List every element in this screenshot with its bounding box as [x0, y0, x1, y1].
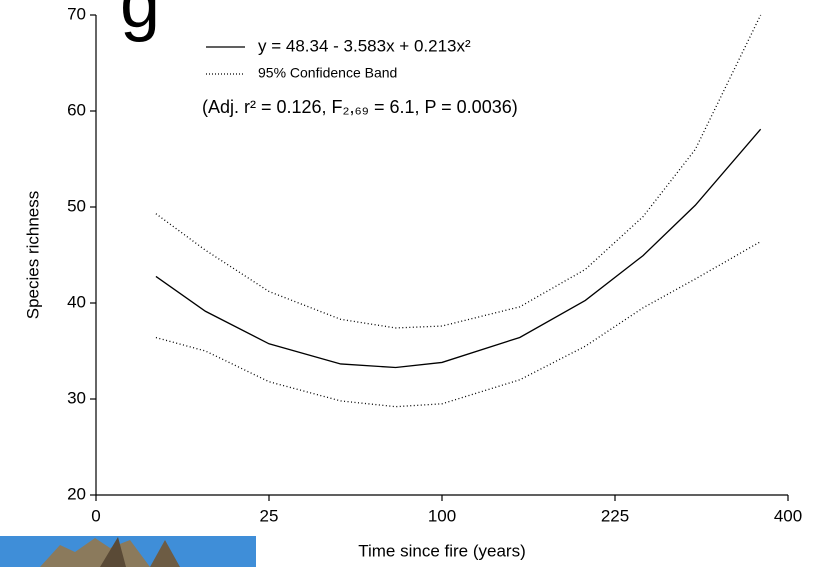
- confidence-band: [155, 240, 761, 408]
- fit-line: [155, 128, 762, 369]
- x-tick-label: 25: [260, 506, 279, 525]
- x-tick-label: 400: [774, 506, 802, 525]
- y-tick-label: 60: [67, 100, 86, 119]
- y-axis-label: Species richness: [23, 191, 42, 320]
- legend-entry: 95% Confidence Band: [258, 65, 397, 81]
- y-tick-label: 30: [67, 388, 86, 407]
- y-tick-label: 40: [67, 292, 86, 311]
- y-tick-label: 20: [67, 484, 86, 503]
- x-tick-label: 225: [601, 506, 629, 525]
- photo: [0, 536, 256, 567]
- x-axis-label: Time since fire (years): [358, 541, 526, 560]
- x-tick-label: 100: [428, 506, 456, 525]
- annotation: (Adj. r² = 0.126, F₂,₆₉ = 6.1, P = 0.003…: [202, 97, 518, 117]
- y-tick-label: 50: [67, 196, 86, 215]
- confidence-band: [155, 14, 762, 329]
- legend-entry: y = 48.34 - 3.583x + 0.213x²: [258, 36, 471, 55]
- x-tick-label: 0: [91, 506, 100, 525]
- y-tick-label: 70: [67, 4, 86, 23]
- title-fragment: g: [120, 0, 160, 43]
